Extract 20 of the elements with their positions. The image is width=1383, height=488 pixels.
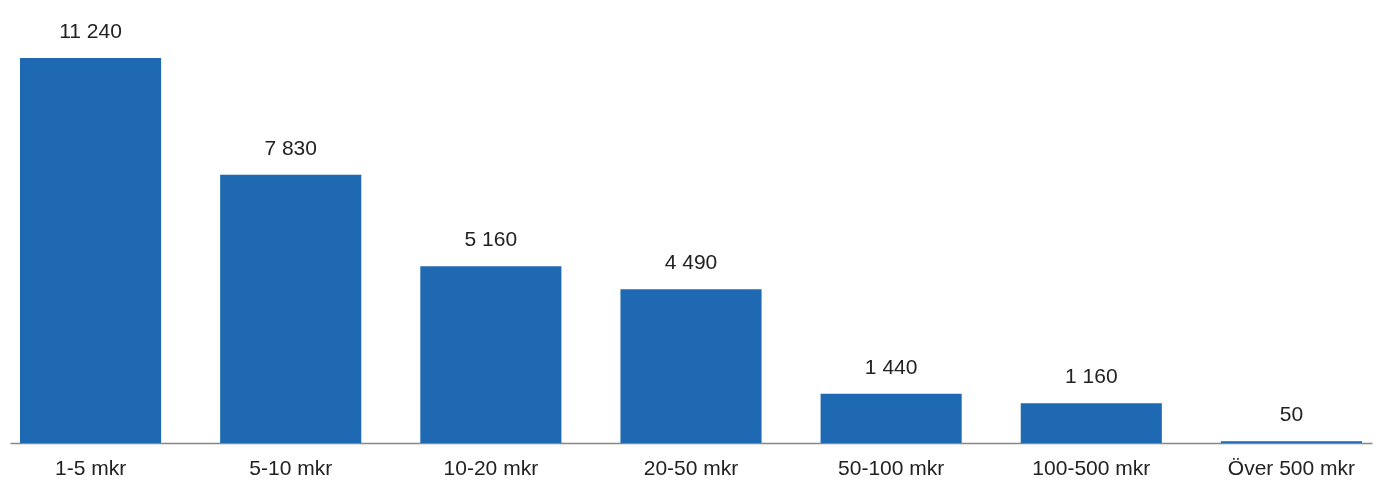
data-label: 50 [1279,402,1304,426]
bar [1020,403,1162,443]
data-label: 7 830 [264,135,317,159]
bar [620,289,762,443]
x-tick-label: 1-5 mkr [54,455,127,479]
data-label: 4 490 [664,250,718,274]
bar [220,174,362,443]
bar [20,58,162,443]
x-tick-label: 5-10 mkr [249,455,333,479]
x-tick-label: 100-500 mkr [1032,455,1151,479]
x-tick-label: 20-50 mkr [643,455,739,479]
x-tick-label: 50-100 mkr [838,455,945,479]
x-tick-label: Över 500 mkr [1227,455,1356,479]
data-label: 11 240 [59,19,122,42]
bar [420,266,562,443]
x-tick-label: 10-20 mkr [443,455,539,479]
data-label: 1 160 [1065,364,1118,388]
data-label: 1 440 [864,354,918,378]
bar [820,393,962,443]
data-label: 5 160 [464,227,518,251]
